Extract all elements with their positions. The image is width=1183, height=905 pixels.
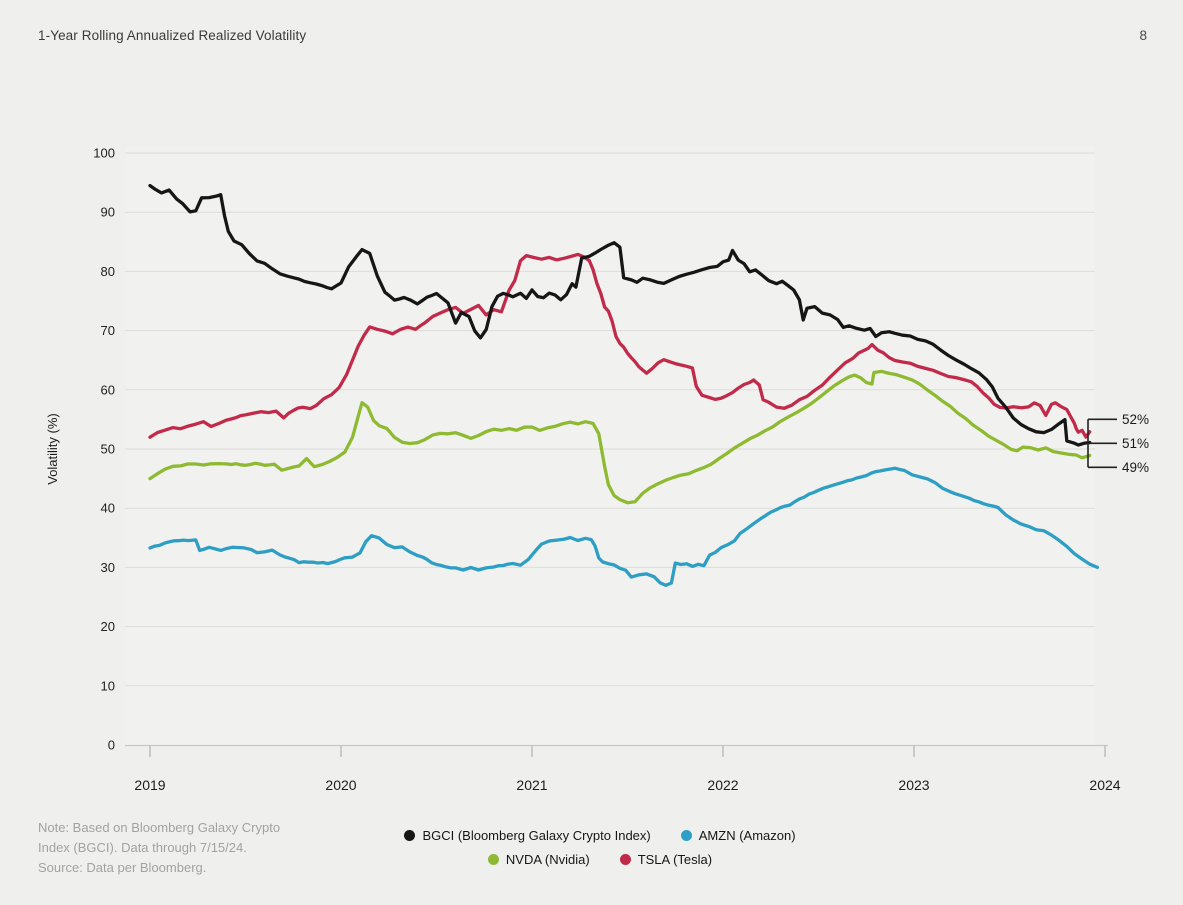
y-tick-label: 50 <box>101 442 115 457</box>
y-axis-title: Volatility (%) <box>45 413 60 485</box>
series-line-tsla <box>148 252 1092 439</box>
y-tick-label: 90 <box>101 205 115 220</box>
plot-background <box>125 147 1095 745</box>
x-tick-label: 2019 <box>134 777 165 793</box>
x-tick-label: 2020 <box>325 777 356 793</box>
x-tick-label: 2022 <box>707 777 738 793</box>
legend-row: BGCI (Bloomberg Galaxy Crypto Index) AMZ… <box>404 828 796 843</box>
legend-item-nvda: NVDA (Nvidia) <box>487 852 590 867</box>
y-tick-label: 40 <box>101 501 115 516</box>
legend-item-bgci: BGCI (Bloomberg Galaxy Crypto Index) <box>404 828 651 843</box>
footnote: Note: Based on Bloomberg Galaxy Crypto I… <box>38 818 368 878</box>
nvda-series-dot-icon <box>487 854 499 865</box>
volatility-line-chart: 0 10 20 30 40 50 60 70 80 90 100 2019 2020 2021 2022 20… <box>45 146 1149 794</box>
legend-item-amzn: AMZN (Amazon) <box>680 828 796 843</box>
legend: BGCI (Bloomberg Galaxy Crypto Index) AMZ… <box>330 828 870 867</box>
legend-item-tsla: TSLA (Tesla) <box>619 852 713 867</box>
end-value-label: 49% <box>1122 460 1149 475</box>
y-tick-label: 80 <box>101 264 115 279</box>
page-number: 8 <box>1139 28 1147 43</box>
y-tick-label: 60 <box>101 382 115 397</box>
y-tick-label: 10 <box>101 678 115 693</box>
footnote-line: Index (BGCI). Data through 7/15/24. <box>38 840 247 855</box>
series-line-bgci <box>148 183 1092 447</box>
series-line-amzn <box>148 466 1100 587</box>
chart-area: 0 10 20 30 40 50 60 70 80 90 100 2019 2020 2021 2022 20… <box>45 146 1149 794</box>
page-title: 1-Year Rolling Annualized Realized Volat… <box>38 28 307 43</box>
x-tick-label: 2021 <box>516 777 547 793</box>
y-tick-label: 100 <box>93 146 115 161</box>
legend-row: NVDA (Nvidia) TSLA (Tesla) <box>487 852 713 867</box>
end-value-label: 51% <box>1122 436 1149 451</box>
footnote-line: Source: Data per Bloomberg. <box>38 860 207 875</box>
y-tick-label: 0 <box>108 738 115 753</box>
bgci-series-dot-icon <box>404 830 416 841</box>
y-tick-label: 20 <box>101 619 115 634</box>
series-line-nvda <box>148 369 1092 505</box>
y-tick-label: 70 <box>101 323 115 338</box>
legend-label: AMZN (Amazon) <box>698 828 796 843</box>
legend-label: NVDA (Nvidia) <box>505 852 590 867</box>
x-tick-label: 2024 <box>1089 777 1120 793</box>
amzn-series-dot-icon <box>680 830 692 841</box>
footnote-line: Note: Based on Bloomberg Galaxy Crypto <box>38 820 281 835</box>
x-tick-label: 2023 <box>898 777 929 793</box>
tsla-series-dot-icon <box>619 854 631 865</box>
legend-label: TSLA (Tesla) <box>637 852 713 867</box>
y-tick-label: 30 <box>101 560 115 575</box>
legend-label: BGCI (Bloomberg Galaxy Crypto Index) <box>422 828 651 843</box>
end-value-label: 52% <box>1122 412 1149 427</box>
